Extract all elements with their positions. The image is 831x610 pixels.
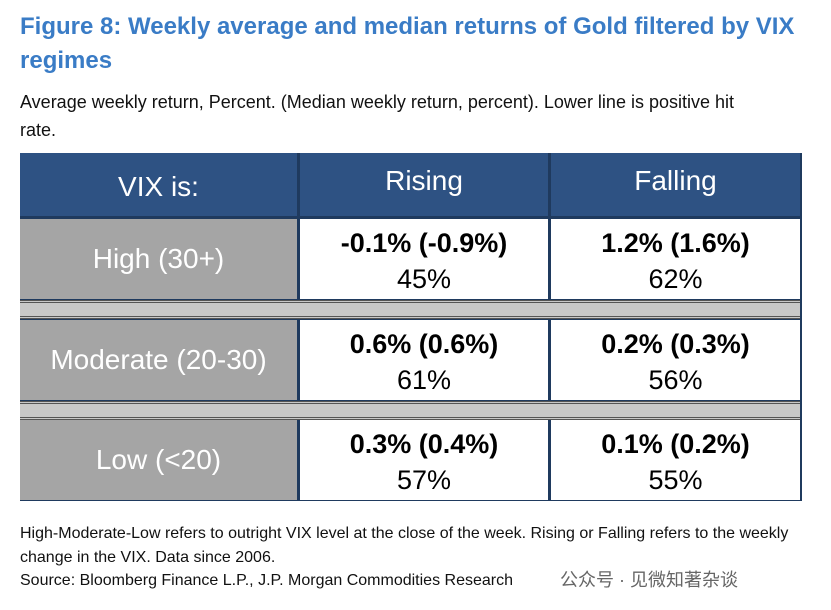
column-header: Rising	[300, 153, 548, 216]
returns: 1.2% (1.6%)	[601, 228, 750, 258]
hit-rate: 56%	[648, 365, 703, 395]
hit-rate: 45%	[396, 264, 452, 294]
source: Source: Bloomberg Finance L.P., J.P. Mor…	[20, 572, 513, 589]
hit-rate: 55%	[648, 465, 703, 495]
returns: -0.1% (-0.9%)	[340, 228, 508, 258]
data-cell: 0.6% (0.6%) 61%	[300, 320, 548, 400]
row-label: Moderate (20-30)	[20, 320, 297, 400]
returns: 0.2% (0.3%)	[601, 329, 750, 359]
column-header: Falling	[551, 153, 800, 216]
hit-rate: 57%	[396, 465, 452, 495]
subtitle: Average weekly return, Percent. (Median …	[20, 92, 734, 140]
footnote: High-Moderate-Low refers to outright VIX…	[20, 525, 789, 566]
hit-rate: 61%	[396, 365, 452, 395]
row-separator	[20, 300, 800, 319]
data-cell: 1.2% (1.6%) 62%	[551, 219, 800, 299]
data-cell: 0.2% (0.3%) 56%	[551, 320, 800, 400]
returns: 0.6% (0.6%)	[349, 329, 499, 359]
title: Figure 8: Weekly average and median retu…	[20, 13, 795, 74]
hit-rate: 62%	[648, 264, 703, 294]
table: VIX is: Rising Falling High (30+) -0.1% (…	[20, 153, 802, 501]
row-label: Low (<20)	[20, 420, 297, 500]
watermark: 公众号 · 见微知著杂谈	[560, 570, 738, 590]
returns: 0.3% (0.4%)	[349, 429, 499, 459]
data-cell: 0.1% (0.2%) 55%	[551, 420, 800, 500]
row-label: High (30+)	[20, 219, 297, 299]
column-header: VIX is:	[20, 153, 297, 216]
row-separator	[20, 401, 800, 420]
data-cell: 0.3% (0.4%) 57%	[300, 420, 548, 500]
returns: 0.1% (0.2%)	[601, 429, 750, 459]
data-cell: -0.1% (-0.9%) 45%	[300, 219, 548, 299]
